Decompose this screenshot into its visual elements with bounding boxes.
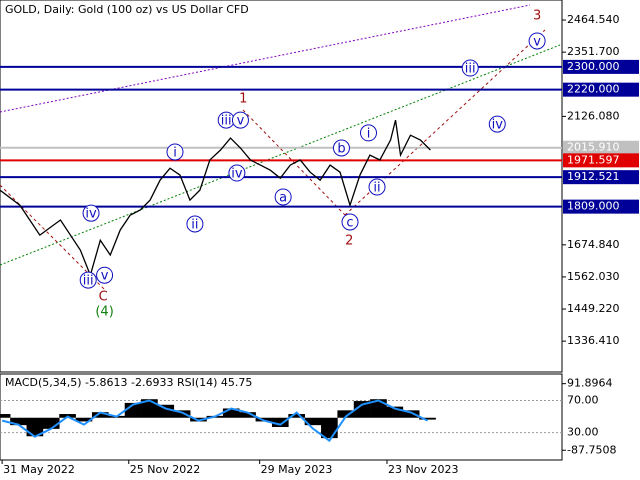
x-tick-label: 29 May 2023: [261, 463, 333, 476]
y-tick-label: 1449.220: [567, 302, 620, 315]
macd-bar: [91, 412, 109, 418]
macd-bar: [353, 401, 371, 418]
wave-circle: [82, 204, 100, 222]
level-tag: [563, 170, 639, 185]
level-label: 1809.000: [567, 200, 620, 213]
level-tag: [563, 59, 639, 74]
macd-bar: [386, 406, 404, 418]
rsi-line: [1, 399, 428, 443]
wave-label: a: [279, 190, 287, 205]
macd-bar: [173, 410, 191, 418]
wave-label: ii: [373, 180, 380, 195]
y-tick-label: 2126.080: [567, 109, 620, 122]
wave-label: iv: [85, 207, 97, 222]
level-label: 1912.521: [567, 170, 620, 183]
wave-circle: [274, 188, 292, 206]
macd-bar: [75, 417, 93, 422]
y-tick-label: 2464.540: [567, 13, 620, 26]
wave-circle: [231, 111, 249, 129]
wave-circle: [360, 124, 378, 142]
macd-bar: [10, 417, 27, 426]
macd-bar: [239, 412, 256, 418]
macd-bar: [321, 417, 338, 439]
wave-label: (4): [95, 305, 113, 320]
wave-circle: [461, 59, 479, 77]
level-tag: [563, 82, 639, 97]
level-label: 2220.000: [567, 83, 620, 96]
x-tick-label: 25 Nov 2022: [130, 463, 200, 476]
wave-label: iv: [492, 118, 504, 133]
wave-circle: [228, 164, 246, 182]
level-label: 2015.910: [567, 141, 620, 154]
wave-label: v: [237, 114, 245, 129]
channel-line: [0, 44, 561, 266]
sub-title: MACD(5,34,5) -5.8613 -2.6933 RSI(14) 45.…: [5, 376, 252, 389]
wave-line: [0, 184, 106, 291]
macd-bar: [26, 417, 44, 437]
main-panel: [0, 0, 563, 373]
level-label: 1971.597: [567, 153, 620, 166]
wave-circle: [488, 115, 506, 133]
wave-circle: [166, 143, 184, 161]
macd-bar: [419, 417, 436, 420]
wave-circle: [368, 178, 386, 196]
y-tick-label: 1674.840: [567, 238, 620, 251]
y2-tick-label: -87.7508: [567, 443, 616, 456]
wave-circle: [528, 32, 546, 50]
macd-bar: [288, 414, 305, 418]
wave-circle: [332, 139, 350, 157]
macd-bar: [304, 417, 322, 426]
wave-label: i: [367, 126, 371, 141]
level-label: 2300.000: [567, 60, 620, 73]
wave-label: 1: [239, 92, 247, 107]
y-tick-label: 2351.700: [567, 45, 620, 58]
wave-circle: [96, 266, 114, 284]
wave-circle: [186, 215, 204, 233]
wave-label: c: [346, 216, 353, 231]
wave-label: iv: [231, 167, 243, 182]
wave-label: b: [337, 142, 345, 157]
wave-label: iii: [221, 114, 232, 129]
macd-bar: [42, 417, 60, 429]
wave-label: 2: [345, 234, 353, 249]
macd-bar: [141, 399, 158, 418]
y-tick-label: 70.00: [567, 394, 599, 407]
wave-label: v: [101, 269, 109, 284]
chart-title: GOLD, Daily: Gold (100 oz) vs US Dollar …: [5, 3, 249, 16]
y-tick-label: 1336.410: [567, 334, 620, 347]
macd-bar: [370, 399, 387, 418]
wave-circle: [79, 271, 97, 289]
x-tick-label: 23 Nov 2023: [388, 463, 458, 476]
wave-label: i: [173, 145, 177, 160]
level-tag: [563, 140, 639, 155]
macd-bar: [0, 414, 11, 418]
y-tick-label: 30.00: [567, 426, 599, 439]
macd-bar: [157, 404, 175, 418]
y2-tick-label: 91.8964: [567, 377, 613, 390]
wave-label: iii: [83, 274, 94, 289]
macd-bar: [222, 408, 240, 418]
macd-bar: [337, 410, 355, 418]
wave-label: v: [533, 34, 541, 49]
wave-label: ii: [191, 217, 198, 232]
wave-label: C: [99, 290, 108, 305]
level-tag: [563, 199, 639, 214]
x-tick-label: 31 May 2022: [3, 463, 75, 476]
macd-bar: [402, 410, 420, 418]
level-tag: [563, 153, 639, 168]
wave-circle: [341, 213, 359, 231]
wave-label: 3: [533, 9, 541, 24]
y-tick-label: 1562.030: [567, 270, 620, 283]
macd-bar: [271, 417, 289, 428]
price-line: [0, 119, 431, 278]
wave-label: iii: [465, 62, 476, 77]
